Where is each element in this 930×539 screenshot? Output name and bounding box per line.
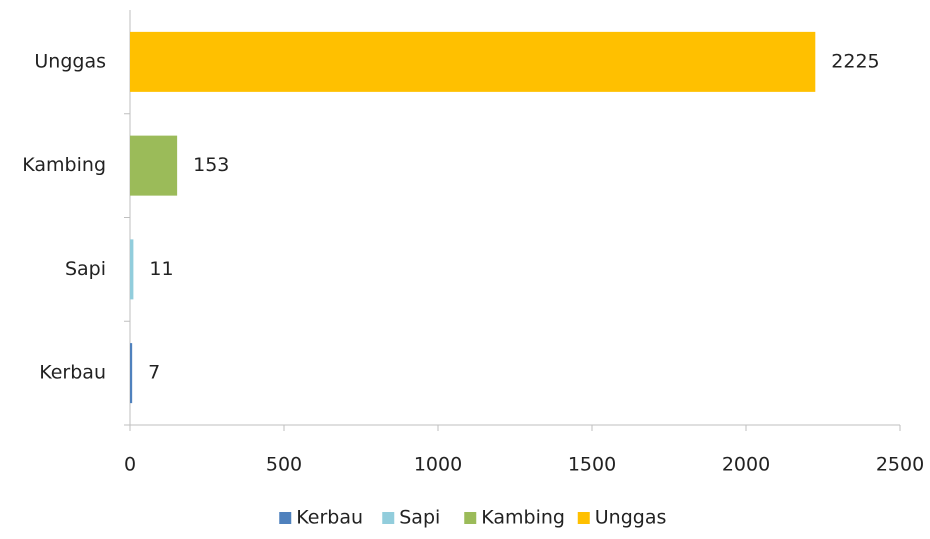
x-tick-label: 2500	[876, 454, 924, 476]
bar	[130, 239, 134, 300]
y-tick-label: Unggas	[34, 50, 106, 72]
x-tick-label: 0	[124, 454, 136, 476]
x-tick-label: 1000	[414, 454, 462, 476]
legend-label: Sapi	[399, 507, 440, 529]
bar	[130, 31, 816, 92]
x-tick-label: 500	[266, 454, 302, 476]
value-label: 7	[148, 362, 160, 384]
bar	[130, 135, 178, 196]
y-tick-label: Kerbau	[39, 362, 106, 384]
x-tick-label: 2000	[722, 454, 770, 476]
legend-label: Kerbau	[296, 507, 363, 529]
legend-label: Kambing	[481, 507, 565, 529]
value-label: 2225	[831, 50, 879, 72]
value-label: 153	[193, 154, 229, 176]
bar	[130, 343, 133, 404]
x-tick-label: 1500	[568, 454, 616, 476]
value-label: 11	[149, 258, 173, 280]
legend-swatch	[464, 512, 477, 524]
legend-swatch	[382, 512, 395, 524]
legend-swatch	[577, 512, 590, 524]
legend-label: Unggas	[595, 507, 667, 529]
y-tick-label: Kambing	[22, 154, 106, 176]
y-tick-label: Sapi	[65, 258, 106, 280]
legend-swatch	[279, 512, 292, 524]
